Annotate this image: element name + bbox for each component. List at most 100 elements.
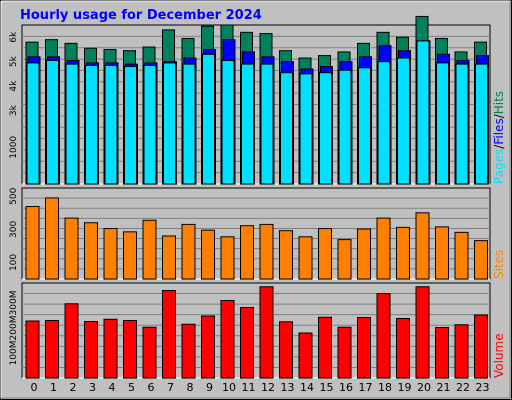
pages-bar bbox=[202, 53, 215, 185]
pages-bar bbox=[65, 63, 79, 185]
pages-bar bbox=[299, 73, 313, 185]
sites-bar bbox=[123, 231, 137, 280]
volume-bar bbox=[279, 321, 293, 379]
pages-bar bbox=[377, 61, 391, 185]
sites-bar bbox=[64, 217, 79, 280]
y-tick-label: 6k bbox=[9, 31, 19, 43]
sites-bar bbox=[103, 228, 118, 280]
pages-bar bbox=[280, 72, 293, 185]
sites-bar bbox=[298, 236, 313, 280]
sites-bar bbox=[25, 206, 40, 280]
sites-bar bbox=[454, 231, 469, 280]
volume-bar bbox=[435, 327, 449, 379]
pages-bar bbox=[85, 64, 98, 185]
pages-bar bbox=[124, 66, 137, 185]
pages-bar bbox=[163, 62, 176, 185]
y-tick-label: 200M bbox=[9, 316, 19, 341]
legend: Volume bbox=[492, 333, 506, 378]
legend: Sites bbox=[492, 250, 506, 279]
sites-bar bbox=[84, 222, 98, 280]
x-tick-label: 20 bbox=[417, 381, 431, 394]
pages-bar bbox=[416, 40, 430, 185]
pages-bar bbox=[143, 64, 157, 185]
sites-bar bbox=[201, 229, 215, 280]
pages-bar bbox=[475, 63, 488, 185]
y-tick-label: 500 bbox=[9, 187, 19, 204]
x-tick-label: 14 bbox=[300, 381, 314, 394]
volume-bar bbox=[64, 303, 79, 379]
x-tick-label: 19 bbox=[398, 381, 412, 394]
x-tick-label: 15 bbox=[320, 381, 334, 394]
y-tick-label: 1000 bbox=[9, 136, 19, 159]
pages-bar bbox=[241, 63, 254, 185]
sites-bar bbox=[474, 240, 488, 280]
pages-bar bbox=[26, 62, 40, 185]
volume-bar bbox=[357, 317, 371, 379]
volume-bar bbox=[240, 307, 254, 379]
sites-bar bbox=[337, 239, 352, 280]
y-tick-label: 300M bbox=[9, 291, 19, 316]
sites-bar bbox=[162, 235, 176, 280]
x-tick-label: 17 bbox=[359, 381, 373, 394]
legend-files: Files bbox=[492, 118, 506, 144]
sites-bar bbox=[435, 226, 449, 280]
pages-bar bbox=[319, 72, 332, 185]
x-tick-label: 5 bbox=[128, 381, 135, 394]
y-tick-label: 5k bbox=[9, 55, 19, 67]
volume-bar bbox=[454, 324, 469, 379]
chart-title: Hourly usage for December 2024 bbox=[20, 8, 262, 23]
x-tick-label: 12 bbox=[261, 381, 275, 394]
sites-bar bbox=[240, 225, 254, 280]
x-tick-label: 23 bbox=[476, 381, 490, 394]
volume-bar bbox=[45, 320, 59, 379]
volume-bar bbox=[396, 318, 410, 379]
volume-bar bbox=[220, 300, 235, 379]
volume-bar bbox=[259, 286, 274, 379]
volume-bar bbox=[84, 321, 98, 379]
pages-bar bbox=[182, 63, 196, 185]
x-tick-label: 6 bbox=[148, 381, 155, 394]
x-tick-label: 18 bbox=[378, 381, 392, 394]
pages-bar bbox=[104, 64, 118, 185]
x-tick-label: 2 bbox=[70, 381, 77, 394]
plot-area bbox=[21, 282, 491, 379]
x-tick-label: 21 bbox=[437, 381, 451, 394]
sites-bar bbox=[220, 236, 235, 280]
chart-panel-2: 100 300 500 Sites bbox=[9, 187, 506, 280]
volume-bar bbox=[181, 323, 196, 379]
x-tick-label: 16 bbox=[339, 381, 353, 394]
volume-bar bbox=[337, 326, 352, 379]
x-axis-labels: 0 1 2 3 4 5 6 7 8 9 10 11 12 13 14 15 16 17 18 19 20 21 22 23 bbox=[31, 381, 490, 394]
pages-bar bbox=[397, 57, 410, 185]
x-tick-label: 3 bbox=[89, 381, 96, 394]
x-tick-label: 0 bbox=[31, 381, 38, 394]
pages-bar bbox=[338, 69, 352, 185]
x-tick-label: 10 bbox=[222, 381, 236, 394]
volume-bar bbox=[142, 326, 157, 379]
sites-bar bbox=[279, 230, 293, 280]
volume-bar bbox=[25, 320, 40, 379]
legend: Pages/Files/Hits bbox=[492, 91, 506, 184]
pages-bar bbox=[260, 63, 274, 185]
volume-bar bbox=[123, 320, 137, 379]
sites-bar bbox=[318, 228, 332, 280]
legend-separator: / bbox=[492, 144, 506, 149]
pages-bar bbox=[455, 63, 469, 185]
pages-bar bbox=[358, 67, 371, 185]
volume-bar bbox=[103, 318, 118, 379]
y-tick-label: 4k bbox=[9, 80, 19, 92]
sites-bar bbox=[357, 228, 371, 280]
y-tick-label: 100M bbox=[9, 341, 19, 366]
volume-bar bbox=[318, 316, 332, 379]
sites-bar bbox=[181, 223, 196, 280]
sites-bar bbox=[415, 212, 430, 280]
x-tick-label: 4 bbox=[109, 381, 116, 394]
legend-volume: Volume bbox=[492, 333, 506, 378]
pages-bar bbox=[221, 59, 235, 185]
sites-bar bbox=[396, 226, 410, 280]
x-tick-label: 1 bbox=[50, 381, 57, 394]
sites-bar bbox=[376, 217, 391, 280]
